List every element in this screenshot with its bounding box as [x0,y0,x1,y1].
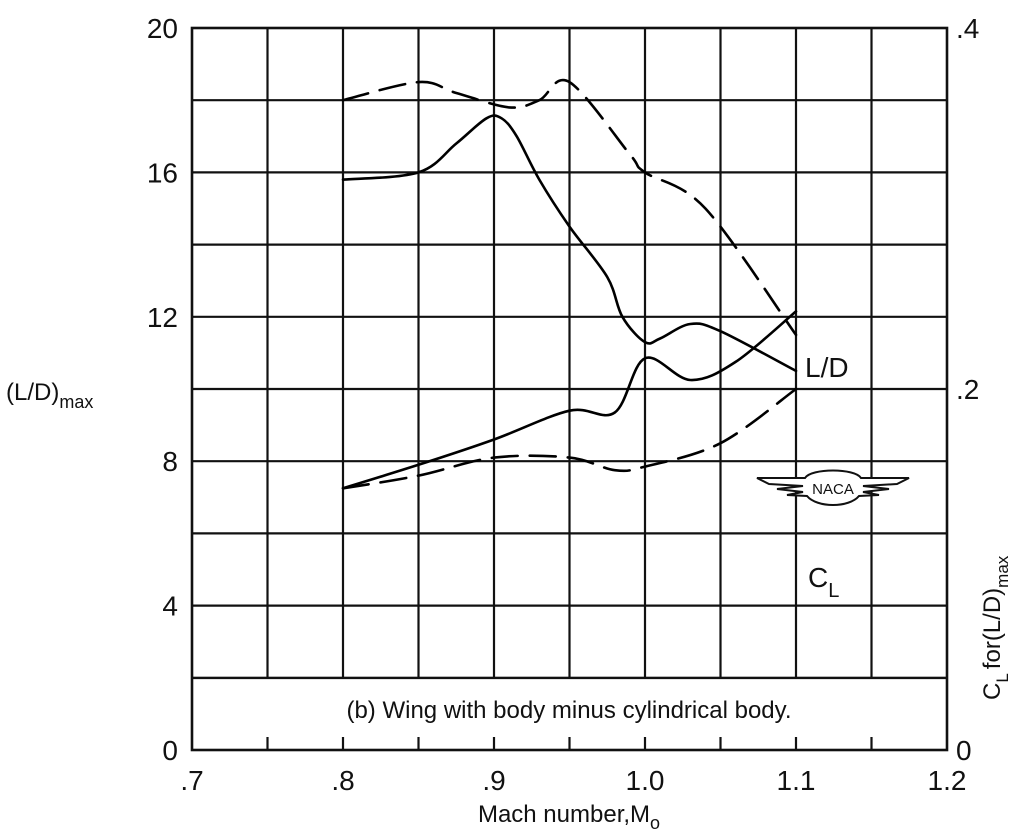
chart-caption: (b) Wing with body minus cylindrical bod… [346,697,791,724]
y-left-tick-label: 8 [162,446,178,477]
plot-frame [190,26,949,752]
y-axis-right-label-sub-max: max [993,555,1012,588]
y-left-tick-label: 4 [162,591,178,622]
y-axis-left-label-main: (L/D) [6,379,59,406]
y-right-tick-label: 0 [956,735,972,766]
cl-dashed-series-line [341,387,798,490]
ld-dashed-series-line [341,78,798,337]
series-label-cl-main: C [808,562,828,593]
y-right-tick-label: .4 [956,13,979,44]
series-label-cl-sub: L [828,580,839,602]
y-axis-left-label: (L/D)max [6,379,93,412]
naca-logo-text: NACA [812,481,854,498]
y-left-tick-label: 0 [162,735,178,766]
y-axis-right-label-sub-l: L [993,673,1012,682]
y-left-tick-label: 16 [147,157,178,188]
x-tick-label: .7 [180,765,203,796]
y-left-tick-label: 12 [147,302,178,333]
cl-solid-series-line [341,310,798,490]
naca-logo: NACA [756,469,910,506]
x-axis-label: Mach number,Mo [478,801,660,833]
ld-solid-series-line [341,114,798,373]
series-label-cl: CL [808,562,839,602]
series-label-ld: L/D [805,352,849,383]
wing-emblem-icon [756,469,910,506]
caption-box [194,679,945,737]
y-axis-left-label-sub: max [59,392,93,412]
x-tick-label: 1.2 [928,765,967,796]
x-axis-label-main: Mach number,M [478,801,650,828]
x-tick-label: 1.0 [626,765,665,796]
x-tick-label: .9 [482,765,505,796]
x-tick-label: 1.1 [777,765,816,796]
x-tick-label: .8 [331,765,354,796]
y-axis-right-label-c: C [979,683,1006,700]
y-right-tick-label: .2 [956,374,979,405]
y-axis-right-label-mid: for(L/D) [979,588,1006,669]
y-left-tick-label: 20 [147,13,178,44]
x-axis-label-sub: o [650,813,660,833]
series-layer [341,78,798,490]
grid [192,28,947,750]
y-axis-right-label: CLfor(L/D)max [979,555,1012,700]
